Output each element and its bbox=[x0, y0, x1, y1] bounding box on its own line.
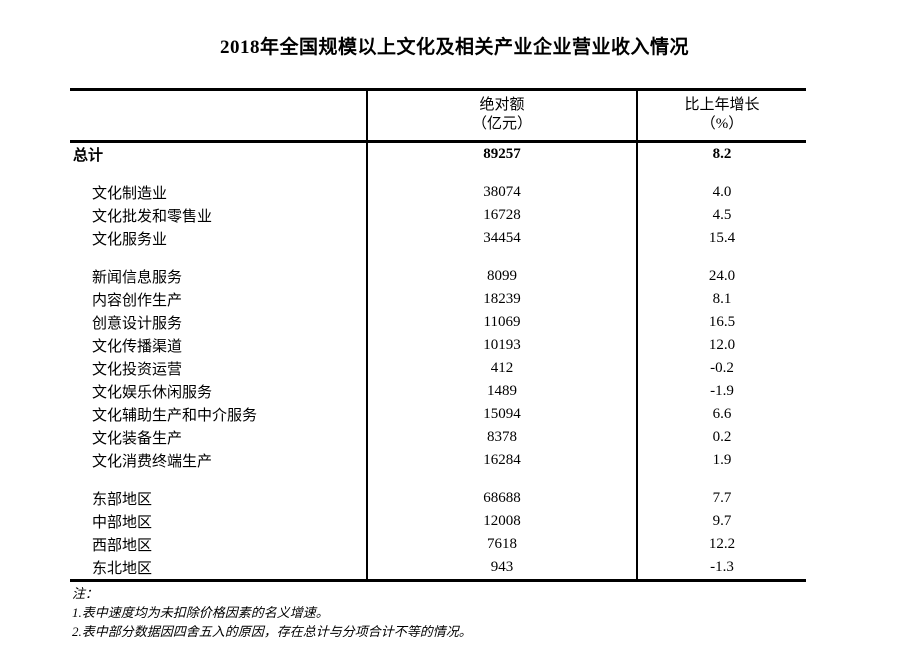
row-label: 文化辅助生产和中介服务 bbox=[92, 408, 258, 424]
header-growth-cell: 比上年增长 （%） bbox=[636, 89, 806, 143]
row-label bbox=[70, 166, 367, 181]
row-label: 总计 bbox=[73, 148, 104, 164]
row-label: 东部地区 bbox=[92, 492, 153, 508]
row-label: 中部地区 bbox=[92, 515, 153, 531]
header-absolute-cell: 绝对额 （亿元） bbox=[366, 89, 637, 143]
stats-table: 绝对额 （亿元） 比上年增长 （%） 总计 89257 8.2 文化制造业 38074 4… bbox=[70, 88, 806, 582]
row-absolute-value bbox=[366, 472, 637, 487]
row-label: 东北地区 bbox=[92, 561, 153, 577]
row-label: 文化娱乐休闲服务 bbox=[92, 385, 213, 401]
row-growth-value: 16.5 bbox=[636, 311, 806, 334]
row-absolute-value: 38074 bbox=[366, 181, 637, 204]
row-label bbox=[70, 250, 367, 265]
row-absolute-value: 34454 bbox=[366, 227, 637, 250]
row-growth-value bbox=[636, 166, 806, 181]
row-label: 文化制造业 bbox=[92, 186, 168, 202]
row-label: 西部地区 bbox=[92, 538, 153, 554]
row-label: 文化消费终端生产 bbox=[92, 454, 213, 470]
notes-list: 1.表中速度均为未扣除价格因素的名义增速。 2.表中部分数据因四舍五入的原因，存在… bbox=[72, 603, 472, 641]
row-growth-value: 12.2 bbox=[636, 533, 806, 556]
row-growth-value: 4.0 bbox=[636, 181, 806, 204]
table-row: 东北地区 943 -1.3 bbox=[70, 556, 806, 581]
row-label: 文化装备生产 bbox=[92, 431, 183, 447]
table-row: 文化服务业 34454 15.4 bbox=[70, 227, 806, 250]
row-growth-value: 15.4 bbox=[636, 227, 806, 250]
table-row: 中部地区 12008 9.7 bbox=[70, 510, 806, 533]
table-row: 东部地区 68688 7.7 bbox=[70, 487, 806, 510]
table-spacer-row bbox=[70, 472, 806, 487]
row-absolute-value: 16728 bbox=[366, 204, 637, 227]
table-row: 新闻信息服务 8099 24.0 bbox=[70, 265, 806, 288]
table-row: 总计 89257 8.2 bbox=[70, 141, 806, 166]
row-growth-value bbox=[636, 472, 806, 487]
row-label: 文化批发和零售业 bbox=[92, 209, 213, 225]
row-growth-value: -1.3 bbox=[636, 556, 806, 581]
row-growth-value: 9.7 bbox=[636, 510, 806, 533]
row-growth-value: 8.2 bbox=[636, 141, 806, 166]
row-label: 创意设计服务 bbox=[92, 316, 183, 332]
row-absolute-value: 89257 bbox=[366, 141, 637, 166]
row-absolute-value: 1489 bbox=[366, 380, 637, 403]
row-label: 内容创作生产 bbox=[92, 293, 183, 309]
header-absolute-line2: （亿元） bbox=[471, 116, 532, 132]
table-row: 文化辅助生产和中介服务 15094 6.6 bbox=[70, 403, 806, 426]
note-item: 2.表中部分数据因四舍五入的原因，存在总计与分项合计不等的情况。 bbox=[72, 624, 472, 639]
row-label: 文化传播渠道 bbox=[92, 339, 183, 355]
table-row: 文化装备生产 8378 0.2 bbox=[70, 426, 806, 449]
row-absolute-value: 8099 bbox=[366, 265, 637, 288]
table-spacer-row bbox=[70, 166, 806, 181]
row-growth-value: 6.6 bbox=[636, 403, 806, 426]
header-growth-line1: 比上年增长 bbox=[684, 97, 760, 113]
row-label: 新闻信息服务 bbox=[92, 270, 183, 286]
row-growth-value: 0.2 bbox=[636, 426, 806, 449]
table-row: 文化制造业 38074 4.0 bbox=[70, 181, 806, 204]
row-absolute-value: 10193 bbox=[366, 334, 637, 357]
row-growth-value: -1.9 bbox=[636, 380, 806, 403]
row-absolute-value: 8378 bbox=[366, 426, 637, 449]
row-absolute-value: 16284 bbox=[366, 449, 637, 472]
header-indicator-cell bbox=[70, 89, 367, 143]
row-growth-value: 24.0 bbox=[636, 265, 806, 288]
row-absolute-value: 7618 bbox=[366, 533, 637, 556]
row-absolute-value: 18239 bbox=[366, 288, 637, 311]
row-absolute-value: 412 bbox=[366, 357, 637, 380]
row-absolute-value: 943 bbox=[366, 556, 637, 581]
row-absolute-value bbox=[366, 166, 637, 181]
table-row: 文化娱乐休闲服务 1489 -1.9 bbox=[70, 380, 806, 403]
table-row: 创意设计服务 11069 16.5 bbox=[70, 311, 806, 334]
row-absolute-value: 11069 bbox=[366, 311, 637, 334]
row-label: 文化服务业 bbox=[92, 232, 168, 248]
notes-section: 注： 1.表中速度均为未扣除价格因素的名义增速。 2.表中部分数据因四舍五入的原因… bbox=[72, 584, 472, 641]
table-row: 文化消费终端生产 16284 1.9 bbox=[70, 449, 806, 472]
row-growth-value bbox=[636, 250, 806, 265]
row-absolute-value: 15094 bbox=[366, 403, 637, 426]
table-row: 内容创作生产 18239 8.1 bbox=[70, 288, 806, 311]
row-growth-value: 1.9 bbox=[636, 449, 806, 472]
table-spacer-row bbox=[70, 250, 806, 265]
row-label bbox=[70, 472, 367, 487]
row-growth-value: 7.7 bbox=[636, 487, 806, 510]
notes-heading: 注： bbox=[72, 586, 99, 601]
row-growth-value: -0.2 bbox=[636, 357, 806, 380]
note-item: 1.表中速度均为未扣除价格因素的名义增速。 bbox=[72, 605, 329, 620]
table-row: 文化批发和零售业 16728 4.5 bbox=[70, 204, 806, 227]
page-title: 2018年全国规模以上文化及相关产业企业营业收入情况 bbox=[219, 37, 689, 58]
table-body: 总计 89257 8.2 文化制造业 38074 4.0 文化批发和零售业 16728 4.5 文… bbox=[70, 141, 806, 581]
header-growth-line2: （%） bbox=[700, 116, 744, 132]
table-row: 文化投资运营 412 -0.2 bbox=[70, 357, 806, 380]
table-header-row: 绝对额 （亿元） 比上年增长 （%） bbox=[70, 89, 806, 143]
table-row: 文化传播渠道 10193 12.0 bbox=[70, 334, 806, 357]
row-growth-value: 4.5 bbox=[636, 204, 806, 227]
row-absolute-value: 12008 bbox=[366, 510, 637, 533]
table-row: 西部地区 7618 12.2 bbox=[70, 533, 806, 556]
row-growth-value: 8.1 bbox=[636, 288, 806, 311]
row-absolute-value bbox=[366, 250, 637, 265]
row-label: 文化投资运营 bbox=[92, 362, 183, 378]
row-growth-value: 12.0 bbox=[636, 334, 806, 357]
row-absolute-value: 68688 bbox=[366, 487, 637, 510]
header-absolute-line1: 绝对额 bbox=[479, 97, 525, 113]
